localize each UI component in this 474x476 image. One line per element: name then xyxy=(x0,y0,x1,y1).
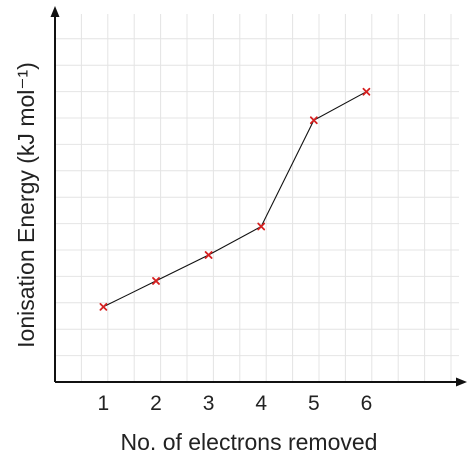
series-line xyxy=(103,91,367,308)
grid xyxy=(55,14,459,382)
x-tick-label: 3 xyxy=(203,392,215,415)
data-point xyxy=(257,222,266,231)
x-tick-label: 1 xyxy=(98,392,110,415)
data-point xyxy=(362,87,371,96)
data-point xyxy=(309,116,318,125)
y-axis-title: Ionisation Energy (kJ mol⁻¹) xyxy=(13,62,39,348)
axes xyxy=(50,6,467,387)
x-tick-label: 5 xyxy=(308,392,320,415)
x-tick-label: 6 xyxy=(361,392,373,415)
y-axis-arrow xyxy=(50,6,60,17)
data-point xyxy=(152,277,160,285)
x-tick-label: 2 xyxy=(150,392,162,415)
data-point xyxy=(204,251,213,259)
data-point xyxy=(99,302,108,311)
x-axis-arrow xyxy=(456,377,467,387)
x-tick-labels: 1 2 3 4 5 6 xyxy=(98,392,373,415)
x-tick-label: 4 xyxy=(255,392,267,415)
data-markers xyxy=(99,87,371,311)
x-axis-title: No. of electrons removed xyxy=(121,429,378,455)
